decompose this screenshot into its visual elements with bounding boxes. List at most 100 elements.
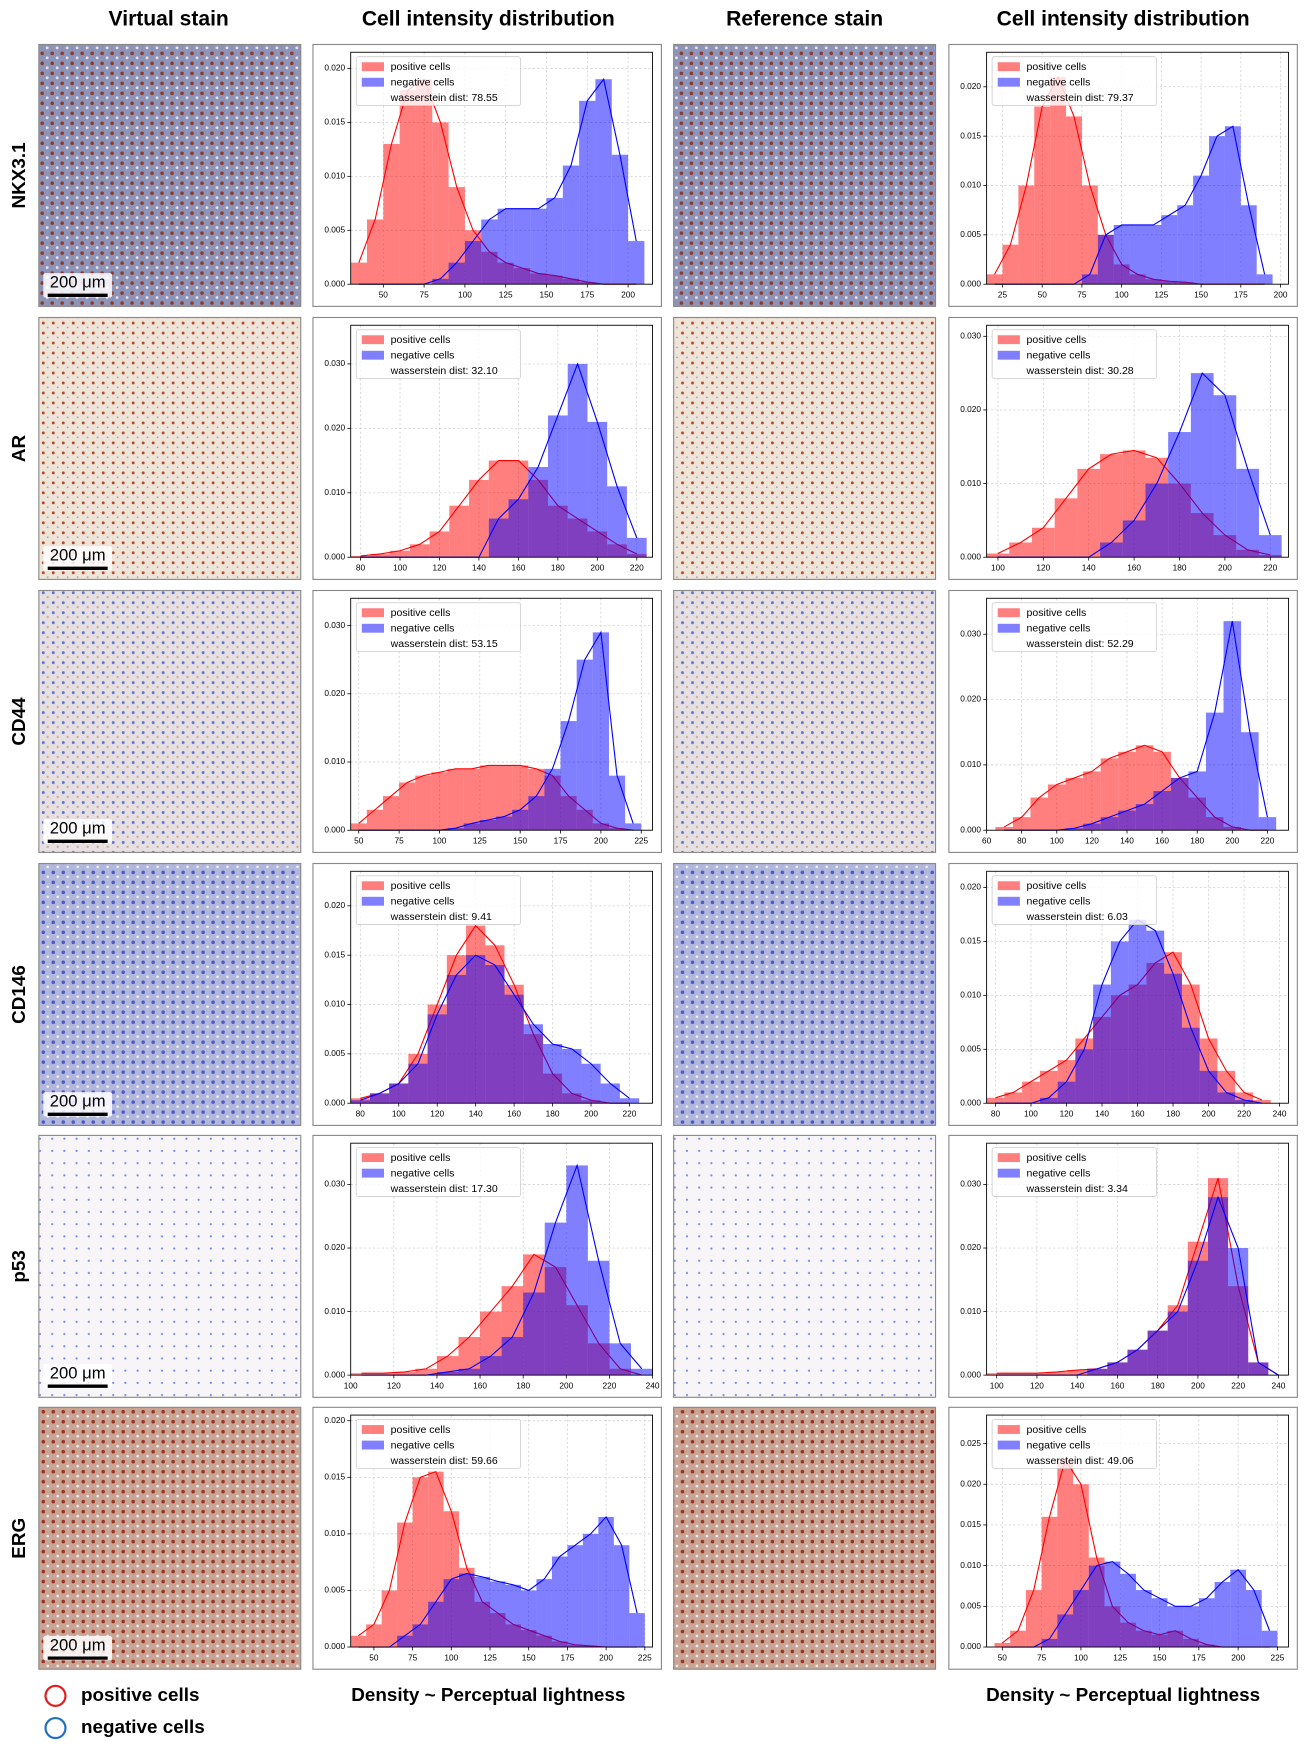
scale-bar-label: 200 μm <box>50 1635 106 1654</box>
y-tick-label: 0.010 <box>960 1306 981 1316</box>
x-tick-label: 140 <box>1082 563 1096 573</box>
annotation: wasserstein dist: 9.41 <box>390 911 492 923</box>
histogram-bar <box>447 768 464 831</box>
annotation: wasserstein dist: 79.37 <box>1026 92 1134 104</box>
y-tick-label: 0.000 <box>324 1097 345 1107</box>
chart: 0.000 0.005 0.010 0.015 0.020 50 75 100 125 150 17… <box>324 51 653 300</box>
histogram-bar <box>429 531 450 558</box>
histogram-bar <box>595 79 612 285</box>
histogram-bar <box>369 1093 390 1104</box>
histogram-bar <box>1248 1362 1269 1376</box>
histogram-bar <box>383 143 400 285</box>
histogram-bar <box>480 1356 502 1376</box>
x-tick-label: 240 <box>1273 1109 1287 1119</box>
histogram-bar <box>1235 1092 1253 1104</box>
x-tick-label: 175 <box>554 836 568 846</box>
x-tick-label: 100 <box>1024 1109 1038 1119</box>
histogram-bar <box>1118 810 1136 831</box>
x-tick-label: 220 <box>630 563 644 573</box>
histogram-bar <box>1081 185 1098 285</box>
histogram-bar <box>1164 973 1182 1104</box>
histogram-bar <box>1104 1561 1121 1648</box>
y-tick-label: 0.010 <box>324 171 345 181</box>
histogram-bar <box>994 1642 1011 1648</box>
histogram-bar <box>1083 771 1101 831</box>
histogram-bar <box>567 363 588 558</box>
chart: 0.000 0.005 0.010 0.015 0.020 25 50 75 100 125 150… <box>960 51 1289 300</box>
histogram-bar <box>1170 777 1189 831</box>
histogram-bar <box>397 1522 413 1648</box>
legend-box <box>991 1147 1157 1197</box>
chart: 0.000 0.010 0.020 0.030 50 75 100 125 150 175 200 2… <box>324 597 653 846</box>
histogram-bar <box>372 1373 394 1376</box>
histogram-bar <box>481 219 498 285</box>
x-tick-label: 180 <box>1151 1380 1165 1390</box>
histogram-bar <box>1088 1565 1105 1648</box>
histogram-bar <box>1235 1099 1253 1104</box>
stain-image <box>38 43 302 307</box>
histogram-bar <box>1190 373 1214 558</box>
histogram-bar <box>458 1368 481 1376</box>
histogram-bar <box>566 1165 588 1376</box>
row-label: AR <box>8 434 29 462</box>
scale-bar-box <box>43 1092 113 1117</box>
histogram-bar <box>1214 1581 1231 1648</box>
x-tick-label: 100 <box>433 836 447 846</box>
x-tick-label: 125 <box>1113 1652 1127 1662</box>
x-tick-label: 120 <box>430 1109 444 1119</box>
scale-bar-label: 200 μm <box>50 272 106 291</box>
plot-frame <box>986 51 1289 285</box>
histogram-bar <box>1004 1092 1023 1104</box>
histogram-bar <box>1213 395 1237 558</box>
x-tick-label: 50 <box>369 1652 379 1662</box>
histogram-bar <box>431 772 448 831</box>
histogram-bar <box>1039 1097 1058 1104</box>
row-label: CD146 <box>8 965 29 1024</box>
x-tick-label: 160 <box>1131 1109 1145 1119</box>
x-tick-label: 180 <box>1173 563 1187 573</box>
histogram-bar <box>1198 1598 1215 1648</box>
legend-label: negative cells <box>1027 623 1091 635</box>
x-tick-label: 180 <box>551 563 565 573</box>
histogram-bar <box>432 122 449 285</box>
annotation: wasserstein dist: 52.29 <box>1026 638 1134 650</box>
annotation: wasserstein dist: 6.03 <box>1026 911 1128 923</box>
histogram-bar <box>986 1097 1005 1104</box>
histogram-bar <box>367 219 384 285</box>
x-tick-label: 160 <box>1127 563 1141 573</box>
y-tick-label: 0.005 <box>324 1585 345 1595</box>
histogram-bar <box>501 1336 524 1376</box>
histogram-bar <box>1065 777 1084 831</box>
histogram-bar <box>1207 1197 1229 1376</box>
y-tick-label: 0.005 <box>960 1601 981 1611</box>
histogram-bar <box>1122 520 1146 558</box>
x-tick-label: 180 <box>546 1109 560 1119</box>
x-tick-label: 160 <box>1155 836 1169 846</box>
histogram-bar <box>479 765 496 831</box>
histogram-bar <box>1067 1370 1088 1376</box>
x-tick-label: 160 <box>1110 1380 1124 1390</box>
legend-swatch <box>997 896 1020 906</box>
density-line <box>1002 1560 1271 1648</box>
annotation: wasserstein dist: 49.06 <box>1026 1455 1134 1467</box>
stain-image <box>673 316 937 580</box>
x-tick-label: 225 <box>638 1652 652 1662</box>
histogram-bar <box>1187 1260 1208 1376</box>
histogram-bar <box>415 1368 437 1376</box>
scale-bar-label: 200 μm <box>50 1363 106 1382</box>
histogram-bar <box>607 486 627 558</box>
y-tick-label: 0.015 <box>960 1519 981 1529</box>
x-tick-label: 140 <box>430 1380 444 1390</box>
legend-box <box>355 1419 521 1469</box>
x-tick-label: 200 <box>590 563 604 573</box>
legend-label: negative cells <box>1027 77 1091 89</box>
histogram-bar <box>1153 791 1171 831</box>
chart: 0.000 0.005 0.010 0.015 0.020 0.025 50 75 100 125… <box>960 1414 1289 1662</box>
x-tick-label: 50 <box>1038 290 1048 300</box>
row-label: p53 <box>8 1250 29 1283</box>
x-tick-label: 175 <box>1192 1652 1206 1662</box>
x-tick-label: 150 <box>1153 1652 1167 1662</box>
histogram-bar <box>393 1371 416 1376</box>
histogram-bar <box>579 100 596 285</box>
x-tick-label: 220 <box>1263 563 1277 573</box>
